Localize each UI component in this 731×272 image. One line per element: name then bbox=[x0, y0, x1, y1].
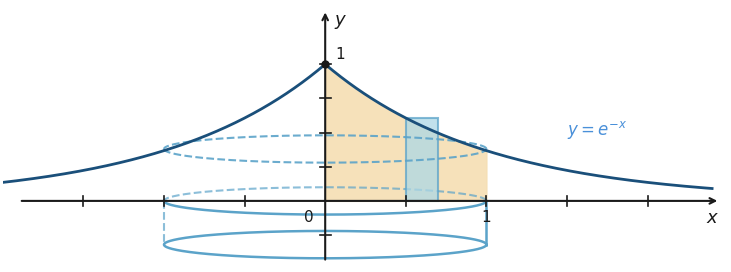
Bar bbox=[406, 118, 438, 201]
Text: 1: 1 bbox=[482, 211, 491, 225]
Text: $y = e^{-x}$: $y = e^{-x}$ bbox=[567, 119, 627, 141]
Text: y: y bbox=[335, 11, 346, 29]
Text: 1: 1 bbox=[335, 47, 344, 61]
Text: x: x bbox=[707, 209, 717, 227]
Text: 0: 0 bbox=[304, 211, 314, 225]
